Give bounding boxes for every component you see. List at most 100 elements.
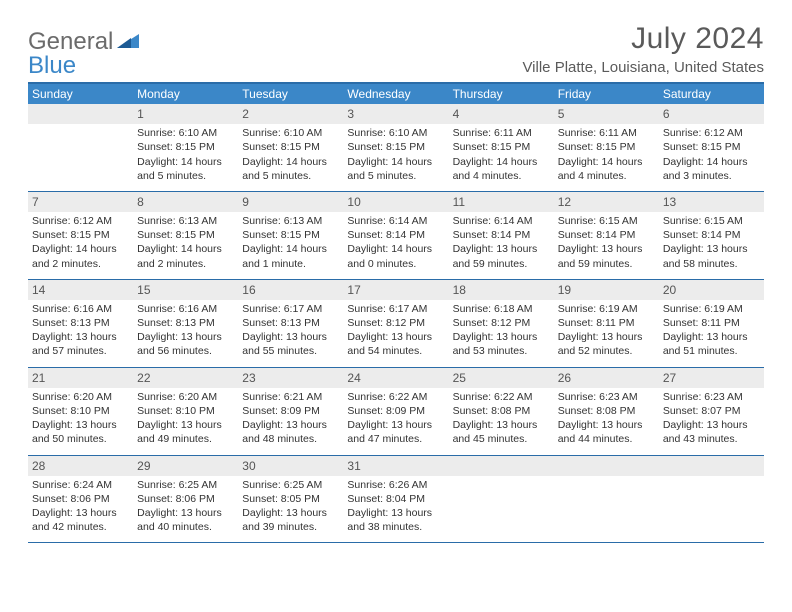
- sunrise-line: Sunrise: 6:25 AM: [137, 478, 234, 492]
- day-number: 9: [238, 192, 343, 212]
- daylight-line: Daylight: 14 hours and 3 minutes.: [663, 155, 760, 183]
- day-number: 24: [343, 368, 448, 388]
- daylight-line: Daylight: 14 hours and 4 minutes.: [558, 155, 655, 183]
- daylight-line: Daylight: 13 hours and 51 minutes.: [663, 330, 760, 358]
- calendar-day-cell: [554, 455, 659, 543]
- sunrise-line: Sunrise: 6:26 AM: [347, 478, 444, 492]
- day-number: 11: [449, 192, 554, 212]
- calendar-day-cell: 20Sunrise: 6:19 AMSunset: 8:11 PMDayligh…: [659, 279, 764, 367]
- calendar-day-cell: 6Sunrise: 6:12 AMSunset: 8:15 PMDaylight…: [659, 104, 764, 191]
- calendar-week-row: 14Sunrise: 6:16 AMSunset: 8:13 PMDayligh…: [28, 279, 764, 367]
- daylight-line: Daylight: 13 hours and 43 minutes.: [663, 418, 760, 446]
- calendar-day-cell: [659, 455, 764, 543]
- day-details: Sunrise: 6:19 AMSunset: 8:11 PMDaylight:…: [558, 302, 655, 359]
- day-number: 4: [449, 104, 554, 124]
- day-number: 22: [133, 368, 238, 388]
- day-details: Sunrise: 6:11 AMSunset: 8:15 PMDaylight:…: [558, 126, 655, 183]
- daylight-line: Daylight: 13 hours and 40 minutes.: [137, 506, 234, 534]
- sunrise-line: Sunrise: 6:25 AM: [242, 478, 339, 492]
- sunset-line: Sunset: 8:09 PM: [347, 404, 444, 418]
- calendar-day-cell: 3Sunrise: 6:10 AMSunset: 8:15 PMDaylight…: [343, 104, 448, 191]
- calendar-day-cell: 26Sunrise: 6:23 AMSunset: 8:08 PMDayligh…: [554, 367, 659, 455]
- calendar-week-row: 28Sunrise: 6:24 AMSunset: 8:06 PMDayligh…: [28, 455, 764, 543]
- calendar-week-row: 1Sunrise: 6:10 AMSunset: 8:15 PMDaylight…: [28, 104, 764, 191]
- sunrise-line: Sunrise: 6:10 AM: [242, 126, 339, 140]
- daylight-line: Daylight: 14 hours and 5 minutes.: [347, 155, 444, 183]
- day-details: Sunrise: 6:16 AMSunset: 8:13 PMDaylight:…: [137, 302, 234, 359]
- calendar-day-cell: 16Sunrise: 6:17 AMSunset: 8:13 PMDayligh…: [238, 279, 343, 367]
- day-number: 18: [449, 280, 554, 300]
- calendar-day-cell: [28, 104, 133, 191]
- day-details: Sunrise: 6:11 AMSunset: 8:15 PMDaylight:…: [453, 126, 550, 183]
- sunrise-line: Sunrise: 6:10 AM: [347, 126, 444, 140]
- sunset-line: Sunset: 8:12 PM: [453, 316, 550, 330]
- sunset-line: Sunset: 8:11 PM: [558, 316, 655, 330]
- sunrise-line: Sunrise: 6:23 AM: [558, 390, 655, 404]
- month-title: July 2024: [522, 22, 764, 56]
- calendar-day-cell: 17Sunrise: 6:17 AMSunset: 8:12 PMDayligh…: [343, 279, 448, 367]
- day-details: Sunrise: 6:20 AMSunset: 8:10 PMDaylight:…: [32, 390, 129, 447]
- calendar-day-cell: 29Sunrise: 6:25 AMSunset: 8:06 PMDayligh…: [133, 455, 238, 543]
- daylight-line: Daylight: 13 hours and 48 minutes.: [242, 418, 339, 446]
- day-details: Sunrise: 6:15 AMSunset: 8:14 PMDaylight:…: [663, 214, 760, 271]
- sunrise-line: Sunrise: 6:18 AM: [453, 302, 550, 316]
- daylight-line: Daylight: 13 hours and 57 minutes.: [32, 330, 129, 358]
- sunset-line: Sunset: 8:08 PM: [453, 404, 550, 418]
- calendar-day-cell: 12Sunrise: 6:15 AMSunset: 8:14 PMDayligh…: [554, 191, 659, 279]
- day-number: 30: [238, 456, 343, 476]
- daylight-line: Daylight: 13 hours and 47 minutes.: [347, 418, 444, 446]
- calendar-day-cell: 4Sunrise: 6:11 AMSunset: 8:15 PMDaylight…: [449, 104, 554, 191]
- day-details: Sunrise: 6:19 AMSunset: 8:11 PMDaylight:…: [663, 302, 760, 359]
- daylight-line: Daylight: 13 hours and 49 minutes.: [137, 418, 234, 446]
- day-number: 27: [659, 368, 764, 388]
- day-number: 1: [133, 104, 238, 124]
- sunrise-line: Sunrise: 6:20 AM: [137, 390, 234, 404]
- daylight-line: Daylight: 14 hours and 5 minutes.: [242, 155, 339, 183]
- sunset-line: Sunset: 8:10 PM: [137, 404, 234, 418]
- calendar-week-row: 21Sunrise: 6:20 AMSunset: 8:10 PMDayligh…: [28, 367, 764, 455]
- weekday-header: Tuesday: [238, 83, 343, 104]
- day-number: 15: [133, 280, 238, 300]
- day-number: 19: [554, 280, 659, 300]
- sunset-line: Sunset: 8:14 PM: [663, 228, 760, 242]
- calendar-day-cell: 19Sunrise: 6:19 AMSunset: 8:11 PMDayligh…: [554, 279, 659, 367]
- sunset-line: Sunset: 8:15 PM: [137, 228, 234, 242]
- sunset-line: Sunset: 8:07 PM: [663, 404, 760, 418]
- day-number: [28, 104, 133, 124]
- sunrise-line: Sunrise: 6:15 AM: [663, 214, 760, 228]
- day-details: Sunrise: 6:12 AMSunset: 8:15 PMDaylight:…: [32, 214, 129, 271]
- sunrise-line: Sunrise: 6:12 AM: [32, 214, 129, 228]
- sunset-line: Sunset: 8:08 PM: [558, 404, 655, 418]
- day-number: 12: [554, 192, 659, 212]
- daylight-line: Daylight: 14 hours and 5 minutes.: [137, 155, 234, 183]
- day-number: 26: [554, 368, 659, 388]
- daylight-line: Daylight: 14 hours and 4 minutes.: [453, 155, 550, 183]
- day-details: Sunrise: 6:25 AMSunset: 8:05 PMDaylight:…: [242, 478, 339, 535]
- calendar-week-row: 7Sunrise: 6:12 AMSunset: 8:15 PMDaylight…: [28, 191, 764, 279]
- day-details: Sunrise: 6:22 AMSunset: 8:09 PMDaylight:…: [347, 390, 444, 447]
- day-number: 23: [238, 368, 343, 388]
- calendar-day-cell: 28Sunrise: 6:24 AMSunset: 8:06 PMDayligh…: [28, 455, 133, 543]
- calendar-day-cell: 25Sunrise: 6:22 AMSunset: 8:08 PMDayligh…: [449, 367, 554, 455]
- calendar-day-cell: 2Sunrise: 6:10 AMSunset: 8:15 PMDaylight…: [238, 104, 343, 191]
- daylight-line: Daylight: 13 hours and 53 minutes.: [453, 330, 550, 358]
- sunset-line: Sunset: 8:14 PM: [347, 228, 444, 242]
- title-block: July 2024 Ville Platte, Louisiana, Unite…: [522, 22, 764, 76]
- sunrise-line: Sunrise: 6:10 AM: [137, 126, 234, 140]
- day-number: 29: [133, 456, 238, 476]
- day-number: 3: [343, 104, 448, 124]
- calendar-table: Sunday Monday Tuesday Wednesday Thursday…: [28, 82, 764, 543]
- day-details: Sunrise: 6:10 AMSunset: 8:15 PMDaylight:…: [137, 126, 234, 183]
- sunrise-line: Sunrise: 6:17 AM: [242, 302, 339, 316]
- day-number: [554, 456, 659, 476]
- sunrise-line: Sunrise: 6:19 AM: [558, 302, 655, 316]
- calendar-day-cell: 8Sunrise: 6:13 AMSunset: 8:15 PMDaylight…: [133, 191, 238, 279]
- sunrise-line: Sunrise: 6:22 AM: [453, 390, 550, 404]
- day-number: 10: [343, 192, 448, 212]
- weekday-header-row: Sunday Monday Tuesday Wednesday Thursday…: [28, 83, 764, 104]
- weekday-header: Friday: [554, 83, 659, 104]
- day-number: 5: [554, 104, 659, 124]
- location-text: Ville Platte, Louisiana, United States: [522, 59, 764, 76]
- daylight-line: Daylight: 13 hours and 55 minutes.: [242, 330, 339, 358]
- sunrise-line: Sunrise: 6:11 AM: [453, 126, 550, 140]
